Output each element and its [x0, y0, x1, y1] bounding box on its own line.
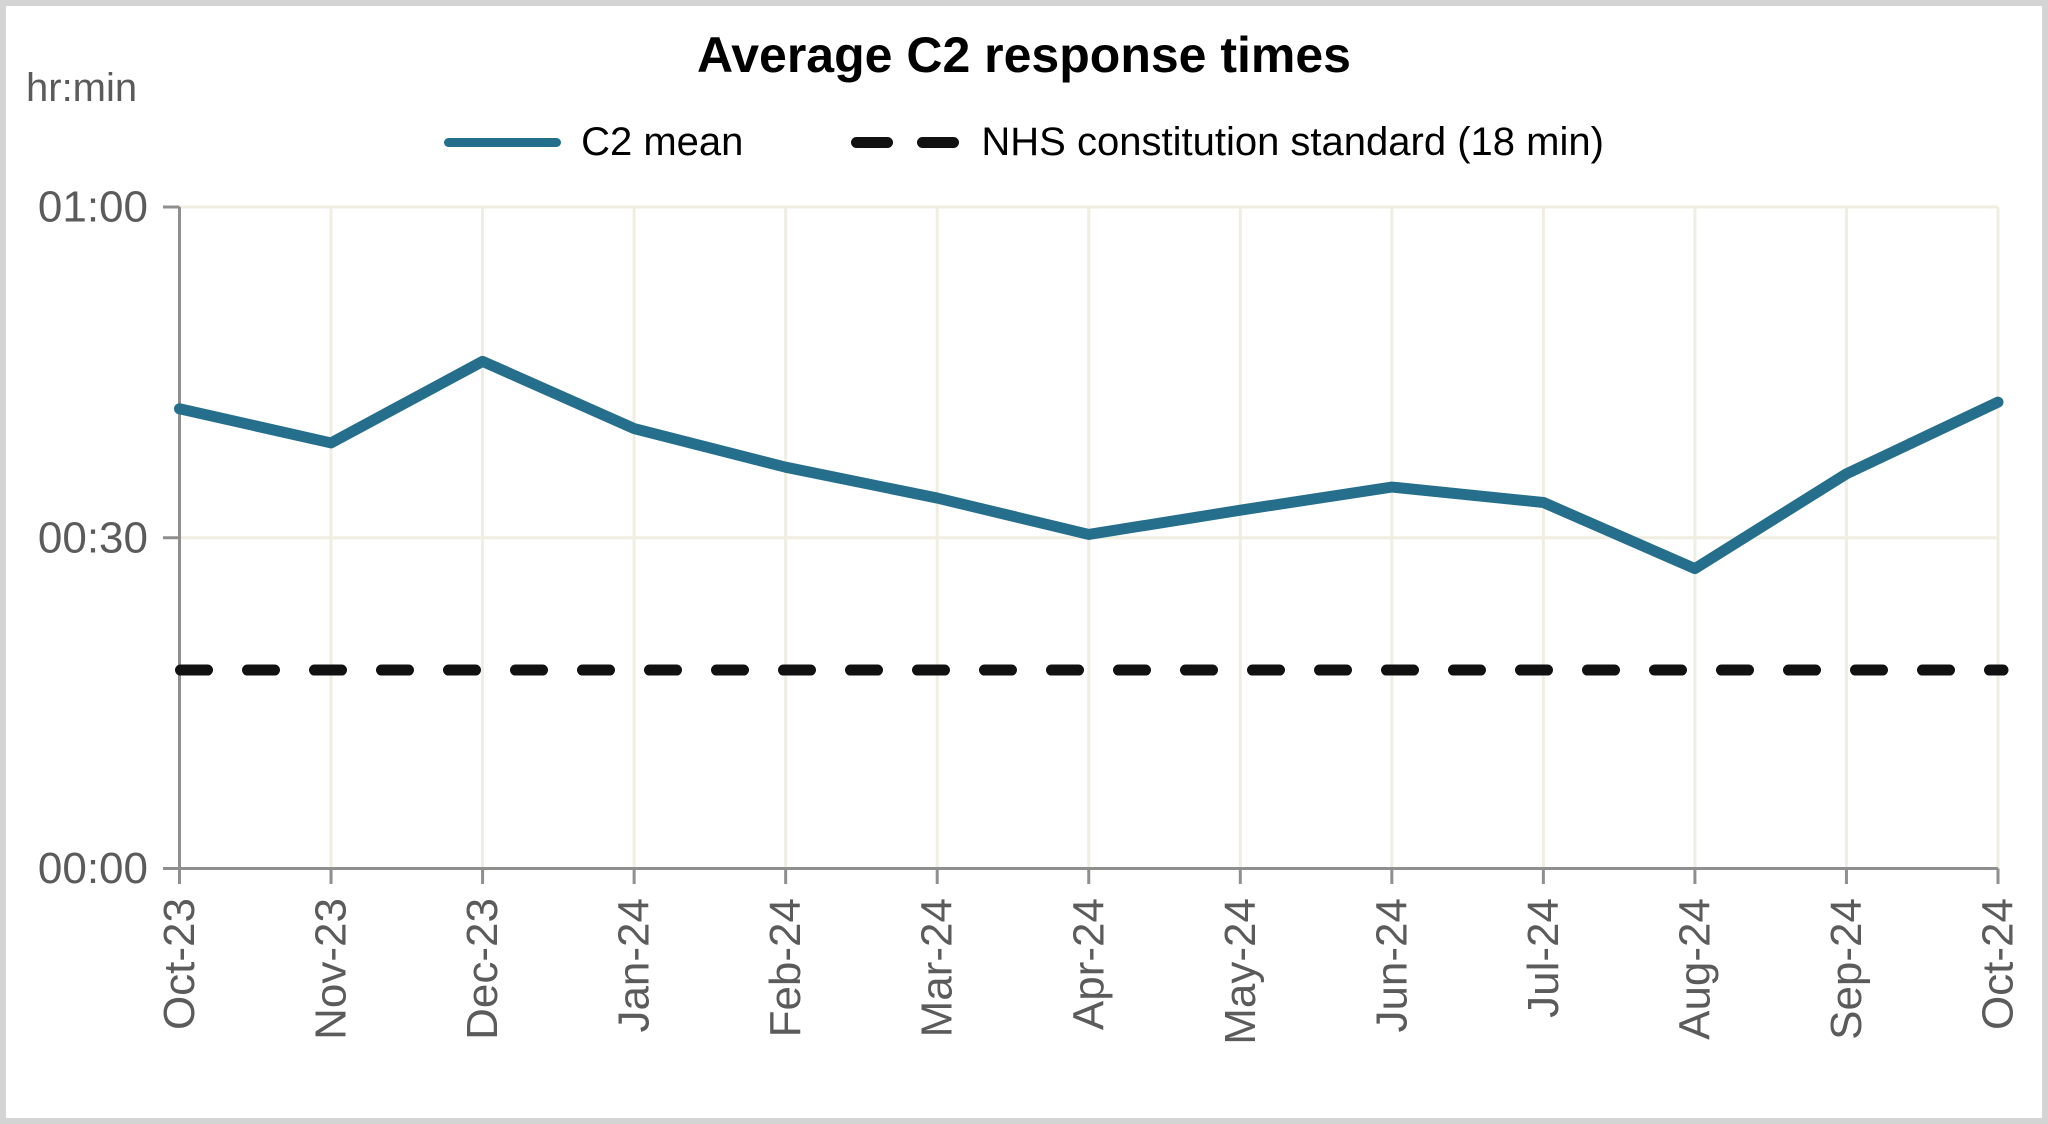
- legend-label-nhs-standard: NHS constitution standard (18 min): [981, 120, 1604, 164]
- legend: C2 mean NHS constitution standard (18 mi…: [0, 120, 2048, 165]
- y-tick-label: 01:00: [38, 183, 148, 232]
- y-tick-label: 00:00: [38, 844, 148, 893]
- x-tick-label: Sep-24: [1822, 898, 1871, 1040]
- x-tick-label: Jan-24: [610, 898, 659, 1033]
- x-tick-label: Jul-24: [1519, 898, 1568, 1018]
- legend-dash-segment: [917, 137, 960, 148]
- x-tick-label: Jun-24: [1367, 898, 1416, 1033]
- x-tick-label: Apr-24: [1064, 898, 1113, 1030]
- legend-dashed-line-swatch: [851, 137, 960, 148]
- y-tick-label: 00:30: [38, 513, 148, 562]
- x-tick-label: Oct-23: [155, 898, 204, 1030]
- y-axis-unit-label: hr:min: [26, 66, 138, 110]
- chart-title: Average C2 response times: [696, 27, 1351, 83]
- legend-label-c2-mean: C2 mean: [581, 120, 744, 164]
- x-tick-label: Dec-23: [458, 898, 507, 1040]
- x-tick-label: Mar-24: [913, 898, 962, 1037]
- c2-mean-line: [174, 355, 2004, 575]
- x-tick-label: Nov-23: [307, 898, 356, 1040]
- x-tick-label: Aug-24: [1670, 898, 1719, 1040]
- legend-solid-line-swatch: [444, 138, 562, 147]
- x-tick-label: May-24: [1216, 898, 1265, 1045]
- x-tick-label: Feb-24: [761, 898, 810, 1037]
- x-tick-label: Oct-24: [1974, 898, 2023, 1030]
- legend-dash-segment: [851, 137, 894, 148]
